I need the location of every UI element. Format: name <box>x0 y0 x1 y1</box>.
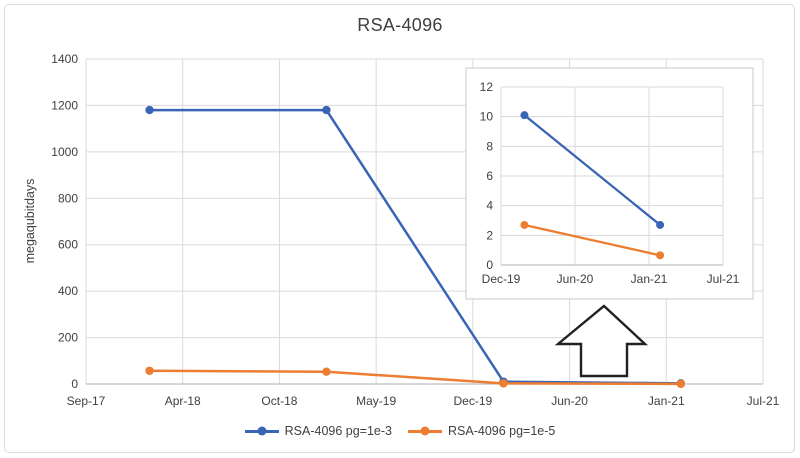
y-tick-label: 1200 <box>51 98 78 112</box>
legend-item-pg-1e-5: RSA-4096 pg=1e-5 <box>408 424 555 438</box>
legend-label: RSA-4096 pg=1e-3 <box>284 424 392 438</box>
data-point <box>145 105 154 115</box>
y-tick-label: 600 <box>58 238 78 252</box>
y-tick-label: 200 <box>58 331 78 345</box>
zoom-arrow-icon <box>554 304 649 378</box>
y-tick-label: 0 <box>71 377 78 391</box>
x-tick-label: Jun-20 <box>557 272 594 286</box>
x-tick-label: Jan-21 <box>631 272 668 286</box>
x-tick-label: Jun-20 <box>551 394 588 408</box>
y-tick-label: 0 <box>486 258 493 272</box>
x-tick-label: Jul-21 <box>707 272 740 286</box>
x-tick-label: Dec-19 <box>482 272 521 286</box>
y-tick-label: 1400 <box>51 52 78 66</box>
data-point <box>322 105 331 115</box>
x-tick-label: Jan-21 <box>648 394 685 408</box>
data-point <box>520 220 529 229</box>
y-tick-label: 2 <box>486 228 493 242</box>
legend: RSA-4096 pg=1e-3 RSA-4096 pg=1e-5 <box>0 424 800 438</box>
data-point <box>656 251 665 260</box>
x-tick-label: Oct-18 <box>261 394 297 408</box>
legend-marker-blue-icon <box>244 429 279 433</box>
legend-label: RSA-4096 pg=1e-5 <box>448 424 556 438</box>
y-tick-label: 400 <box>58 284 78 298</box>
y-tick-label: 1000 <box>51 145 78 159</box>
series-line <box>523 114 662 227</box>
y-tick-label: 10 <box>480 110 494 124</box>
y-tick-label: 6 <box>486 169 493 183</box>
y-tick-label: 800 <box>58 191 78 205</box>
legend-item-pg-1e-3: RSA-4096 pg=1e-3 <box>244 424 392 438</box>
x-tick-label: Apr-18 <box>165 394 201 408</box>
y-tick-label: 8 <box>486 139 493 153</box>
series-line <box>523 223 662 257</box>
data-point <box>322 367 331 376</box>
legend-marker-orange-icon <box>408 429 442 433</box>
data-point <box>676 379 685 389</box>
x-tick-label: May-19 <box>356 394 396 408</box>
chart-title: RSA-4096 <box>357 15 443 35</box>
y-tick-label: 4 <box>486 199 493 213</box>
x-tick-label: Jul-21 <box>747 394 780 408</box>
x-tick-label: Sep-17 <box>67 394 106 408</box>
data-point <box>656 220 665 229</box>
inset-chart: Dec-19 Jun-20 Jan-21 Jul-21 0 2 4 6 8 10 12 <box>480 80 740 286</box>
data-point <box>145 366 154 375</box>
data-point <box>520 111 529 120</box>
x-tick-label: Dec-19 <box>454 394 493 408</box>
data-point <box>499 379 508 388</box>
series-line <box>148 369 683 386</box>
y-tick-label: 12 <box>480 80 494 94</box>
